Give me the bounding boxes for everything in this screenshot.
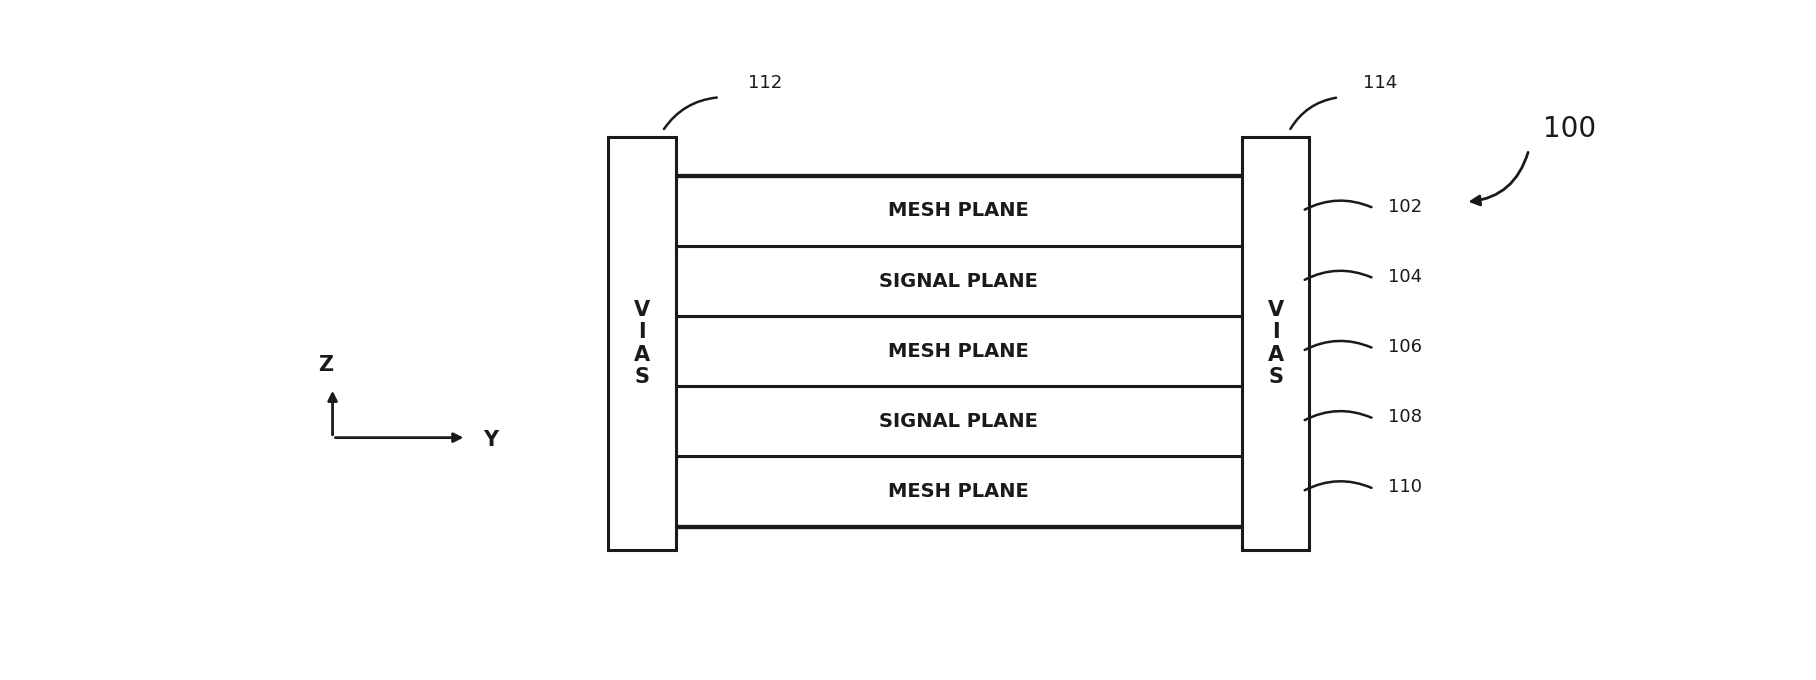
Text: SIGNAL PLANE: SIGNAL PLANE	[879, 412, 1039, 431]
Text: 100: 100	[1544, 115, 1596, 143]
Bar	[621, 246, 1297, 316]
Text: SIGNAL PLANE: SIGNAL PLANE	[879, 271, 1039, 290]
Bar	[621, 176, 1297, 246]
Text: 112: 112	[748, 74, 783, 92]
Text: 104: 104	[1387, 268, 1422, 286]
Text: Y: Y	[483, 430, 498, 450]
Text: V
I
A
S: V I A S	[1268, 300, 1284, 387]
Bar	[621, 386, 1297, 456]
Bar	[621, 456, 1297, 526]
Bar	[608, 137, 676, 550]
Text: MESH PLANE: MESH PLANE	[888, 482, 1030, 501]
Bar	[621, 176, 1297, 526]
Text: 114: 114	[1362, 74, 1397, 92]
Text: V
I
A
S: V I A S	[634, 300, 650, 387]
Text: 108: 108	[1387, 408, 1422, 426]
Text: MESH PLANE: MESH PLANE	[888, 201, 1030, 220]
Text: 102: 102	[1387, 198, 1422, 216]
Text: 106: 106	[1387, 338, 1422, 356]
Text: Z: Z	[318, 355, 332, 375]
Bar	[621, 316, 1297, 386]
Text: 110: 110	[1387, 479, 1422, 496]
Text: MESH PLANE: MESH PLANE	[888, 342, 1030, 361]
Bar	[1242, 137, 1309, 550]
